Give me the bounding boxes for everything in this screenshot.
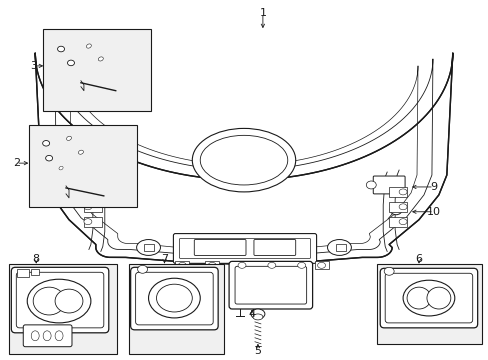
Bar	[175, 261, 189, 269]
FancyBboxPatch shape	[130, 267, 218, 330]
FancyBboxPatch shape	[179, 239, 310, 258]
FancyBboxPatch shape	[135, 272, 213, 325]
Bar	[84, 217, 102, 227]
Polygon shape	[35, 53, 452, 264]
Ellipse shape	[98, 57, 103, 61]
Bar	[205, 261, 219, 269]
Bar	[294, 261, 308, 269]
Text: 8: 8	[33, 255, 40, 264]
Bar	[84, 202, 102, 212]
Ellipse shape	[78, 150, 83, 154]
Text: 1: 1	[259, 8, 266, 18]
Ellipse shape	[137, 265, 147, 273]
Text: 3: 3	[30, 61, 37, 71]
Ellipse shape	[156, 284, 192, 312]
Ellipse shape	[426, 287, 450, 309]
Ellipse shape	[200, 135, 287, 185]
FancyBboxPatch shape	[194, 239, 245, 255]
Ellipse shape	[398, 219, 406, 225]
Ellipse shape	[33, 287, 65, 315]
Bar	[235, 261, 248, 269]
Ellipse shape	[192, 129, 295, 192]
Ellipse shape	[406, 287, 430, 309]
Ellipse shape	[297, 262, 305, 268]
Bar	[17, 269, 29, 277]
Ellipse shape	[84, 189, 92, 195]
Ellipse shape	[59, 166, 63, 170]
Ellipse shape	[384, 267, 393, 275]
Bar	[388, 217, 406, 227]
Bar	[264, 261, 278, 269]
Ellipse shape	[84, 204, 92, 210]
Bar	[29, 125, 136, 207]
Ellipse shape	[84, 219, 92, 225]
Text: 6: 6	[415, 255, 422, 264]
Bar	[336, 243, 346, 251]
Bar	[43, 29, 150, 111]
Text: 2: 2	[13, 158, 20, 168]
Ellipse shape	[398, 189, 406, 195]
Bar	[376, 264, 481, 344]
Ellipse shape	[398, 204, 406, 210]
Ellipse shape	[27, 279, 91, 323]
FancyBboxPatch shape	[372, 176, 404, 194]
Bar	[388, 187, 406, 197]
Ellipse shape	[31, 331, 39, 341]
FancyBboxPatch shape	[235, 266, 306, 304]
Ellipse shape	[45, 156, 53, 161]
Ellipse shape	[250, 309, 264, 319]
FancyBboxPatch shape	[173, 234, 316, 264]
Bar	[128, 264, 224, 354]
Ellipse shape	[317, 262, 325, 268]
Ellipse shape	[67, 60, 74, 66]
Ellipse shape	[42, 140, 49, 146]
Text: 5: 5	[254, 346, 261, 356]
Text: 9: 9	[429, 182, 437, 192]
Text: 10: 10	[426, 207, 440, 217]
FancyBboxPatch shape	[23, 325, 72, 347]
Ellipse shape	[402, 280, 454, 316]
Ellipse shape	[55, 331, 63, 341]
Ellipse shape	[252, 314, 263, 320]
Bar	[9, 264, 117, 354]
Ellipse shape	[148, 278, 200, 318]
Bar	[314, 261, 328, 269]
FancyBboxPatch shape	[228, 261, 312, 309]
FancyBboxPatch shape	[380, 268, 477, 328]
Ellipse shape	[208, 262, 216, 268]
Ellipse shape	[389, 205, 401, 215]
Bar	[143, 243, 153, 251]
Ellipse shape	[178, 262, 186, 268]
FancyBboxPatch shape	[16, 272, 103, 328]
Ellipse shape	[136, 239, 160, 255]
Ellipse shape	[55, 289, 83, 313]
Ellipse shape	[66, 136, 71, 140]
Ellipse shape	[86, 44, 91, 48]
Ellipse shape	[58, 46, 64, 52]
Bar	[388, 202, 406, 212]
Ellipse shape	[238, 262, 245, 268]
FancyBboxPatch shape	[385, 273, 472, 323]
Ellipse shape	[366, 181, 375, 189]
Text: 4: 4	[248, 309, 255, 319]
FancyBboxPatch shape	[253, 239, 295, 255]
FancyBboxPatch shape	[11, 267, 108, 333]
Ellipse shape	[267, 262, 275, 268]
Bar	[84, 187, 102, 197]
Ellipse shape	[43, 331, 51, 341]
Text: 7: 7	[161, 255, 168, 264]
Ellipse shape	[327, 239, 351, 255]
Bar	[31, 269, 39, 275]
